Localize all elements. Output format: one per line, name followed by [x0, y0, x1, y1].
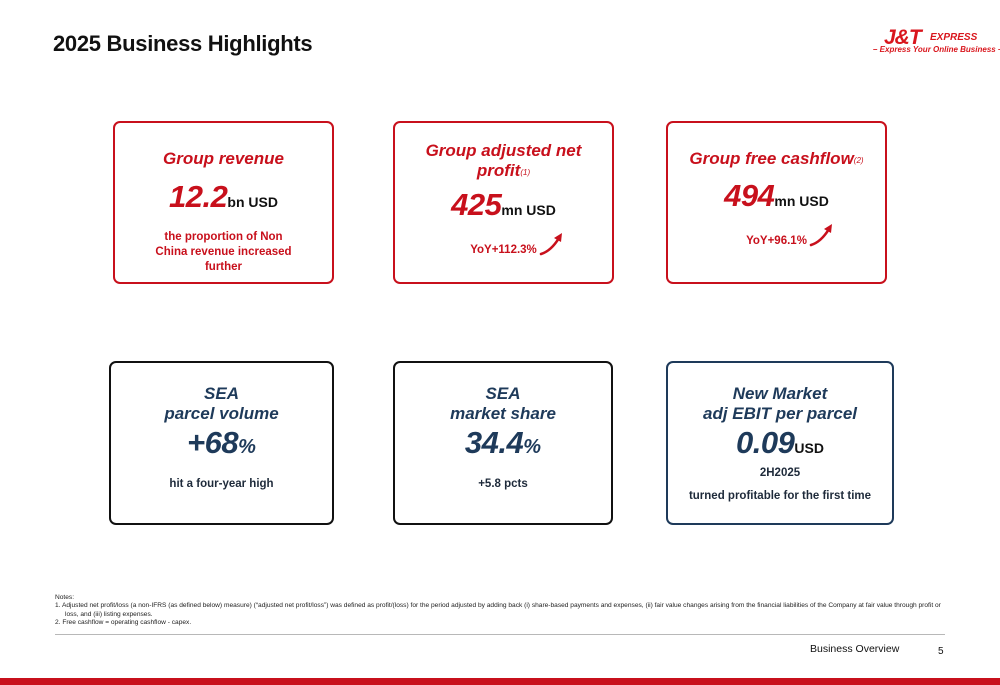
card-title-line2: market share	[450, 404, 556, 423]
card-title-line1: SEA	[485, 384, 521, 403]
card-note: hit a four-year high	[169, 478, 274, 490]
card-title: New Market adj EBIT per parcel	[668, 384, 892, 424]
card-value-row: 494mn USD	[668, 178, 885, 219]
card-value-row: 34.4%	[395, 425, 611, 465]
card-unit: mn USD	[774, 193, 829, 209]
footer-divider	[55, 634, 945, 635]
yoy-growth: YoY+96.1%	[746, 224, 832, 247]
card-unit: mn USD	[501, 202, 556, 218]
footnotes: Notes: 1. Adjusted net profit/loss (a no…	[55, 594, 955, 627]
card-sea-parcel-volume: SEA parcel volume +68% hit a four-year h…	[109, 361, 334, 525]
note-item: 1. Adjusted net profit/loss (a non-IFRS …	[55, 602, 941, 618]
card-title: SEA parcel volume	[111, 384, 332, 424]
jt-express-logo: J&T EXPRESS – Express Your Online Busine…	[868, 26, 1000, 60]
card-note: turned profitable for the first time	[688, 490, 872, 502]
page-title: 2025 Business Highlights	[53, 31, 313, 56]
card-value-row: 425mn USD	[395, 187, 612, 228]
card-unit: USD	[794, 440, 824, 456]
card-new-market-ebit: New Market adj EBIT per parcel 0.09USD 2…	[666, 361, 894, 525]
card-value: +68	[187, 425, 239, 460]
trend-up-arrow-icon	[539, 233, 562, 256]
card-title-line1: New Market	[732, 384, 828, 403]
card-period: 2H2025	[759, 467, 801, 479]
card-unit: bn USD	[227, 194, 278, 210]
notes-heading: Notes:	[55, 594, 75, 601]
logo-tagline: – Express Your Online Business –	[873, 45, 1000, 54]
card-title-line1: Group adjusted net	[425, 141, 582, 160]
trend-up-arrow-icon	[809, 224, 832, 247]
footnote-ref: (1)	[520, 168, 531, 177]
card-group-revenue: Group revenue 12.2bn USD the proportion …	[113, 121, 334, 284]
card-value-row: 0.09USD	[668, 425, 892, 466]
logo-mark: J&T	[884, 26, 922, 49]
card-title: Group free cashflow(2)	[668, 149, 885, 169]
card-value: 494	[724, 178, 775, 213]
card-adjusted-net-profit: Group adjusted net profit(1) 425mn USD Y…	[393, 121, 614, 284]
page-number: 5	[938, 646, 944, 657]
note-item: 2. Free cashflow = operating cashflow - …	[55, 618, 192, 626]
yoy-growth: YoY+112.3%	[470, 233, 562, 256]
card-title-line2: profit	[476, 161, 521, 180]
card-value: 12.2	[169, 179, 228, 214]
card-title: Group revenue	[163, 149, 284, 168]
card-free-cashflow: Group free cashflow(2) 494mn USD YoY+96.…	[666, 121, 887, 284]
card-title: SEA market share	[395, 384, 611, 424]
yoy-label: YoY+96.1%	[746, 235, 807, 247]
logo-word: EXPRESS	[930, 32, 978, 43]
card-note: the proportion of Non China revenue incr…	[155, 231, 292, 273]
card-unit: %	[523, 436, 542, 458]
yoy-label: YoY+112.3%	[470, 244, 537, 256]
card-title-line2: adj EBIT per parcel	[703, 404, 857, 423]
card-value-row: +68%	[111, 425, 332, 465]
card-value-row: 12.2bn USD	[115, 179, 332, 220]
card-sea-market-share: SEA market share 34.4% +5.8 pcts	[393, 361, 613, 525]
card-value: 425	[451, 187, 502, 222]
card-title-line2: parcel volume	[164, 404, 279, 423]
card-value: 34.4	[464, 425, 524, 460]
card-note: +5.8 pcts	[478, 478, 528, 490]
card-title-text: Group free cashflow	[689, 149, 854, 168]
card-value: 0.09	[736, 425, 795, 460]
card-unit: %	[238, 436, 256, 458]
footer-section-label: Business Overview	[810, 643, 900, 655]
card-title-line1: SEA	[204, 384, 239, 403]
footnote-ref: (2)	[853, 156, 864, 165]
card-title: Group adjusted net profit(1)	[395, 141, 612, 181]
bottom-brand-bar	[0, 678, 1000, 685]
